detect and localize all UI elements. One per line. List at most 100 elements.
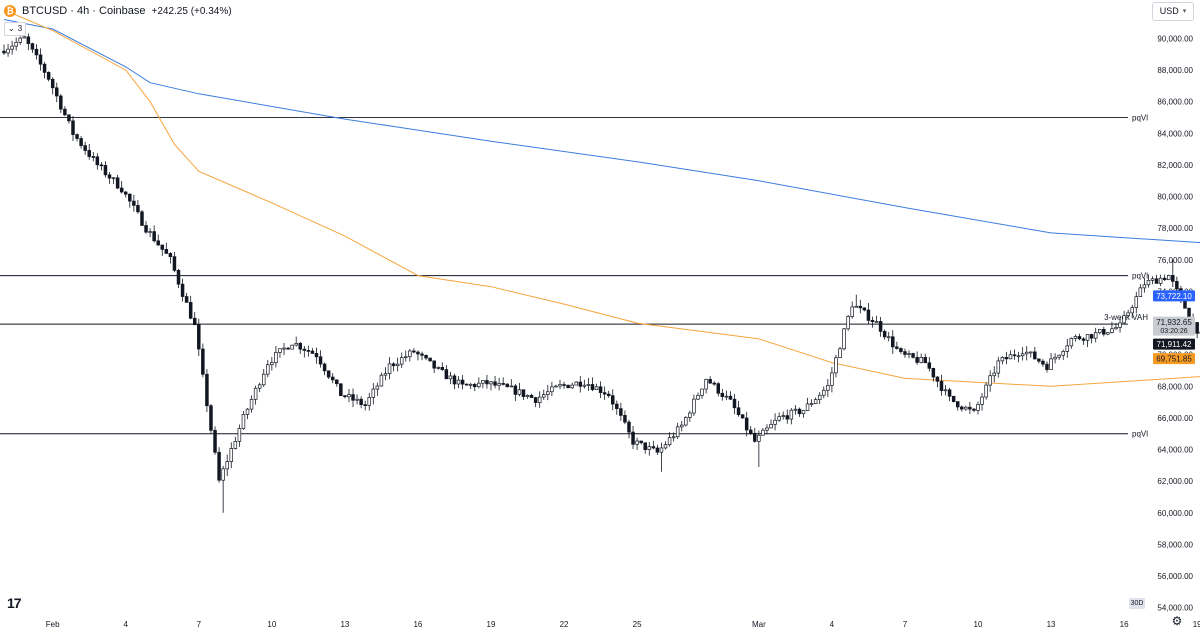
countdown-label: 03:20:26 bbox=[1160, 328, 1187, 335]
candle-body bbox=[96, 157, 99, 165]
candle-body bbox=[668, 438, 671, 445]
candle-body bbox=[502, 383, 505, 384]
gear-icon[interactable]: ⚙ bbox=[1170, 614, 1184, 628]
candle-body bbox=[1074, 337, 1077, 339]
candle-body bbox=[453, 376, 456, 384]
candle-body bbox=[319, 357, 322, 364]
candle-body bbox=[486, 380, 489, 383]
candle-body bbox=[628, 422, 631, 432]
price-change: +242.25 (+0.34%) bbox=[152, 6, 232, 17]
candle-body bbox=[1042, 361, 1045, 364]
candle-body bbox=[887, 337, 890, 338]
indicator-toggle[interactable]: ⌄ 3 bbox=[4, 22, 26, 36]
candle-body bbox=[583, 385, 586, 386]
candle-body bbox=[676, 427, 679, 437]
candle-body bbox=[1033, 352, 1036, 359]
candle-body bbox=[400, 358, 403, 365]
candle-body bbox=[1106, 333, 1109, 335]
y-tick-label: 86,000.00 bbox=[1157, 98, 1193, 107]
candle-body bbox=[214, 430, 217, 452]
candle-body bbox=[92, 157, 95, 158]
candle-body bbox=[457, 380, 460, 384]
candle-body bbox=[587, 384, 590, 385]
candle-body bbox=[193, 318, 196, 325]
candle-body bbox=[611, 396, 614, 404]
candle-body bbox=[323, 364, 326, 371]
candle-body bbox=[31, 44, 34, 50]
candle-body bbox=[39, 55, 42, 64]
candle-body bbox=[116, 178, 119, 188]
candle-body bbox=[59, 96, 62, 109]
candle-body bbox=[465, 384, 468, 385]
candle-body bbox=[826, 385, 829, 390]
candle-body bbox=[372, 389, 375, 397]
candle-body bbox=[563, 385, 566, 386]
candle-body bbox=[128, 194, 131, 201]
candle-body bbox=[644, 443, 647, 450]
price-label: 73,722.10 bbox=[1156, 292, 1192, 301]
candle-body bbox=[51, 79, 54, 87]
candle-body bbox=[449, 376, 452, 379]
candle-body bbox=[688, 413, 691, 417]
candle-body bbox=[469, 384, 472, 385]
x-tick-label: Feb bbox=[46, 620, 60, 629]
candle-body bbox=[648, 447, 651, 450]
x-tick-label: 16 bbox=[413, 620, 422, 629]
candle-body bbox=[437, 367, 440, 368]
candle-body bbox=[794, 409, 797, 410]
candle-body bbox=[380, 375, 383, 386]
candle-body bbox=[810, 404, 813, 405]
candle-body bbox=[1058, 355, 1061, 357]
candle-body bbox=[944, 390, 947, 391]
candle-body bbox=[883, 331, 886, 336]
symbol-title[interactable]: BTCUSD · 4h · Coinbase bbox=[22, 5, 146, 17]
candle-body bbox=[262, 374, 265, 385]
x-tick-label: 13 bbox=[1047, 620, 1056, 629]
candle-body bbox=[35, 49, 38, 55]
candle-body bbox=[522, 390, 525, 397]
candle-body bbox=[421, 354, 424, 355]
candle-body bbox=[1001, 357, 1004, 361]
candle-body bbox=[770, 424, 773, 428]
candle-body bbox=[234, 441, 237, 448]
candle-body bbox=[279, 349, 282, 353]
candle-body bbox=[1046, 364, 1049, 369]
candle-body bbox=[733, 399, 736, 408]
candle-body bbox=[964, 407, 967, 409]
candle-body bbox=[680, 425, 683, 427]
candle-body bbox=[717, 384, 720, 394]
candle-body bbox=[899, 348, 902, 351]
candle-body bbox=[352, 395, 355, 401]
currency-button[interactable]: USD ▾ bbox=[1152, 2, 1194, 21]
candle-body bbox=[591, 384, 594, 389]
x-tick-label: 19 bbox=[487, 620, 496, 629]
candle-body bbox=[275, 352, 278, 362]
candle-body bbox=[766, 428, 769, 430]
candle-body bbox=[1086, 334, 1089, 340]
candle-body bbox=[315, 353, 318, 356]
candle-body bbox=[916, 357, 919, 362]
range-badge[interactable]: 30D bbox=[1129, 598, 1145, 609]
candle-body bbox=[1196, 322, 1199, 333]
candle-body bbox=[774, 420, 777, 424]
candle-body bbox=[339, 384, 342, 396]
y-tick-label: 64,000.00 bbox=[1157, 446, 1193, 455]
currency-label: USD bbox=[1160, 3, 1179, 20]
candle-body bbox=[636, 441, 639, 444]
candle-body bbox=[867, 310, 870, 320]
candle-body bbox=[1135, 297, 1138, 308]
candle-body bbox=[177, 270, 180, 284]
candle-body bbox=[1115, 327, 1118, 328]
candle-body bbox=[384, 374, 387, 376]
level-label: pqVl bbox=[1132, 272, 1148, 281]
candle-body bbox=[603, 393, 606, 395]
y-tick-label: 84,000.00 bbox=[1157, 129, 1193, 138]
candle-body bbox=[1139, 288, 1142, 297]
candle-body bbox=[632, 432, 635, 444]
candle-body bbox=[364, 405, 367, 406]
tradingview-logo[interactable]: 17 bbox=[7, 595, 21, 611]
candle-body bbox=[575, 382, 578, 385]
candle-body bbox=[960, 407, 963, 409]
